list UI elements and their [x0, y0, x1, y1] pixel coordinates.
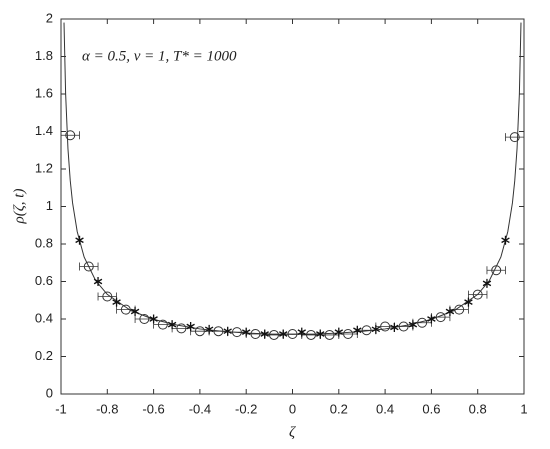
theory-curve: [63, 22, 522, 335]
marker-circle: [120, 304, 131, 315]
marker-circle: [324, 329, 335, 340]
marker-circle: [472, 289, 483, 300]
y-tick-label: 0.2: [35, 348, 53, 363]
error-bar: [61, 131, 80, 140]
marker-circle: [398, 321, 409, 332]
plot-frame: [60, 18, 525, 395]
marker-star: [316, 329, 325, 339]
error-bar: [468, 290, 488, 299]
annotation: α = 0.5, v = 1, T* = 1000: [82, 48, 237, 64]
marker-circle: [102, 291, 113, 302]
marker-circle: [157, 319, 168, 330]
marker-circle: [83, 261, 94, 272]
marker-circle: [65, 130, 76, 141]
y-tick-label: 0: [46, 385, 53, 400]
marker-circle: [250, 329, 261, 339]
y-axis-label: ρ(ζ, t): [11, 189, 27, 225]
marker-circle: [435, 312, 446, 323]
marker-circle: [361, 325, 372, 336]
y-tick-label: 1.8: [35, 48, 53, 63]
marker-star: [149, 314, 158, 324]
x-tick-label: -0.8: [96, 401, 118, 416]
y-tick-label: 1.2: [35, 160, 53, 175]
marker-star: [279, 329, 288, 339]
marker-star: [501, 235, 510, 245]
marker-circle: [417, 317, 428, 328]
x-tick-label: -1: [55, 401, 67, 416]
x-tick-label: 0.6: [422, 401, 440, 416]
marker-star: [241, 327, 251, 337]
y-tick-label: 0.6: [35, 273, 53, 288]
marker-circle: [231, 327, 242, 338]
y-tick-label: 1.4: [35, 123, 53, 138]
marker-circle: [268, 329, 279, 340]
marker-star: [93, 277, 103, 286]
marker-circle: [176, 323, 187, 334]
marker-star: [445, 307, 455, 316]
marker-star: [204, 324, 214, 334]
x-tick-label: 0: [289, 401, 296, 416]
y-tick-label: 2: [46, 10, 53, 25]
error-bar: [486, 266, 506, 275]
marker-circle: [287, 329, 298, 339]
marker-circle: [343, 329, 354, 339]
marker-star: [186, 322, 195, 331]
marker-circle: [454, 304, 465, 315]
marker-star: [167, 320, 177, 330]
x-tick-label: 0.8: [469, 401, 487, 416]
y-tick-label: 0.8: [35, 235, 53, 250]
marker-star: [130, 307, 140, 316]
marker-star: [427, 314, 436, 324]
marker-circle: [213, 326, 224, 337]
marker-circle: [491, 265, 502, 276]
x-tick-label: 1: [520, 401, 527, 416]
x-tick-label: 0.4: [376, 401, 394, 416]
x-tick-label: -0.2: [235, 401, 257, 416]
marker-star: [464, 297, 473, 307]
marker-star: [390, 322, 399, 332]
marker-circle: [194, 326, 205, 337]
y-tick-label: 1.6: [35, 85, 53, 100]
marker-circle: [509, 132, 520, 143]
marker-circle: [139, 314, 150, 324]
y-tick-label: 1: [46, 198, 53, 213]
marker-star: [223, 326, 232, 336]
marker-circle: [380, 321, 391, 332]
y-tick-label: 0.4: [35, 310, 53, 325]
marker-star: [408, 320, 418, 330]
marker-star: [112, 297, 121, 307]
error-bar: [79, 262, 99, 271]
x-tick-label: -0.4: [189, 401, 211, 416]
x-axis-label: ζ: [289, 424, 296, 440]
marker-star: [334, 327, 344, 337]
marker-star: [371, 324, 381, 334]
marker-star: [75, 235, 84, 245]
x-tick-label: 0.2: [330, 401, 348, 416]
marker-star: [297, 327, 306, 337]
marker-star: [260, 329, 269, 339]
marker-circle: [306, 329, 317, 340]
x-tick-label: -0.6: [142, 401, 164, 416]
marker-star: [482, 278, 492, 288]
error-bar: [505, 133, 524, 142]
plot-area: [61, 22, 524, 340]
marker-star: [353, 325, 362, 335]
